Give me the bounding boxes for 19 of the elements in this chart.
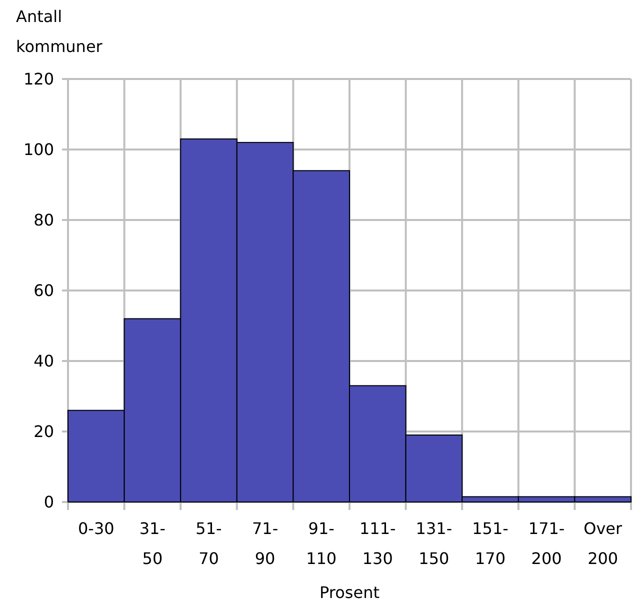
x-tick-label: Over 200 xyxy=(584,519,623,568)
y-axis-title: Antall kommuner xyxy=(16,7,103,56)
y-tick-label: 80 xyxy=(34,210,54,230)
y-tick-label: 120 xyxy=(23,70,54,89)
y-tick-label: 0 xyxy=(44,492,54,512)
x-tick-label: 31- 50 xyxy=(139,519,166,568)
x-tick-label: 71- 90 xyxy=(252,519,278,568)
y-tick-label: 20 xyxy=(34,422,54,442)
x-tick-label: 151- 170 xyxy=(472,519,508,568)
x-tick-label: 171- 200 xyxy=(528,519,565,568)
x-axis-title: Prosent xyxy=(320,583,380,602)
x-tick-label: 131- 150 xyxy=(416,519,452,568)
x-tick-label: 51- 70 xyxy=(196,519,222,568)
y-tick-label: 60 xyxy=(34,281,54,300)
x-tick-label: 111- 130 xyxy=(359,519,396,568)
y-tick-label: 40 xyxy=(34,352,54,371)
x-tick-label: 91- 110 xyxy=(306,519,337,568)
y-tick-label: 100 xyxy=(23,140,54,160)
x-tick-label: 0-30 xyxy=(78,519,114,538)
